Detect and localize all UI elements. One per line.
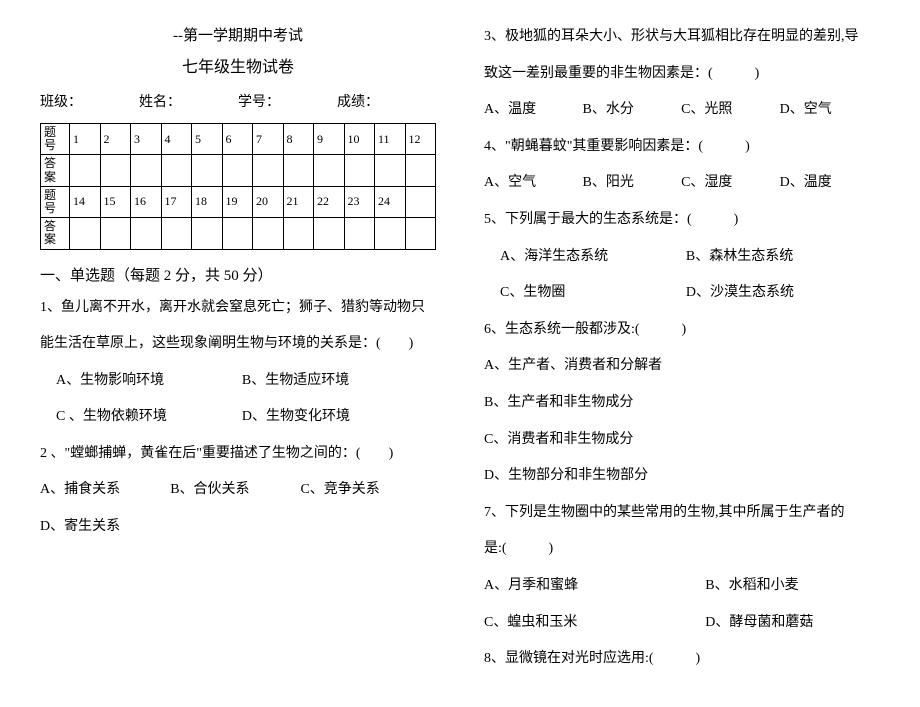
cell: 12	[405, 124, 436, 155]
cell: 15	[100, 186, 131, 217]
q6-optD: D、生物部分和非生物部分	[484, 463, 880, 490]
q1-optD: D、生物变化环境	[242, 404, 350, 431]
q7-optA: A、月季和蜜蜂	[484, 573, 702, 600]
cell: 24	[375, 186, 406, 217]
q5-optD: D、沙漠生态系统	[686, 280, 794, 307]
q2-options-row1: A、捕食关系 B、合伙关系 C、竞争关系	[40, 477, 436, 504]
q6-text: 6、生态系统一般都涉及:( )	[484, 317, 880, 344]
cell: 8	[283, 124, 314, 155]
q3-optA: A、温度	[484, 97, 579, 124]
cell: 22	[314, 186, 345, 217]
cell: 9	[314, 124, 345, 155]
score-label: 成绩：	[337, 91, 436, 111]
row-label: 题号	[41, 124, 70, 155]
q2-optA: A、捕食关系	[40, 477, 167, 504]
cell: 17	[161, 186, 192, 217]
q1-line2: 能生活在草原上，这些现象阐明生物与环境的关系是：( )	[40, 331, 436, 358]
q7-optB: B、水稻和小麦	[705, 578, 798, 593]
q5-options-row1: A、海洋生态系统 B、森林生态系统	[484, 244, 880, 271]
q7-optD: D、酵母菌和蘑菇	[705, 615, 813, 630]
cell: 5	[192, 124, 223, 155]
cell: 4	[161, 124, 192, 155]
q5-optC: C、生物圈	[500, 280, 682, 307]
q2-optD: D、寄生关系	[40, 519, 120, 534]
row-label: 答案	[41, 155, 70, 186]
cell: 18	[192, 186, 223, 217]
q6-optB: B、生产者和非生物成分	[484, 390, 880, 417]
q5-text: 5、下列属于最大的生态系统是：( )	[484, 207, 880, 234]
row-label: 答案	[41, 218, 70, 249]
table-row: 题号 14 15 16 17 18 19 20 21 22 23 24	[41, 186, 436, 217]
q2-options-row2: D、寄生关系	[40, 514, 436, 541]
q3-options: A、温度 B、水分 C、光照 D、空气	[484, 97, 880, 124]
q7-optC: C、蝗虫和玉米	[484, 610, 702, 637]
exam-title-2: 七年级生物试卷	[40, 53, 436, 77]
answer-table: 题号 1 2 3 4 5 6 7 8 9 10 11 12 答案 题号 14	[40, 123, 436, 250]
q5-options-row2: C、生物圈 D、沙漠生态系统	[484, 280, 880, 307]
table-row: 答案	[41, 155, 436, 186]
cell: 14	[70, 186, 101, 217]
q3-optB: B、水分	[583, 97, 678, 124]
q7-options-row1: A、月季和蜜蜂 B、水稻和小麦	[484, 573, 880, 600]
q4-optA: A、空气	[484, 170, 579, 197]
q3-optD: D、空气	[780, 97, 832, 124]
q8-text: 8、显微镜在对光时应选用:( )	[484, 646, 880, 673]
table-row: 题号 1 2 3 4 5 6 7 8 9 10 11 12	[41, 124, 436, 155]
q4-options: A、空气 B、阳光 C、湿度 D、温度	[484, 170, 880, 197]
q6-optC: C、消费者和非生物成分	[484, 427, 880, 454]
exam-title-1: --第一学期期中考试	[40, 24, 436, 45]
q1-line1: 1、鱼儿离不开水，离开水就会窒息死亡；狮子、猎豹等动物只	[40, 295, 436, 322]
q1-options-row1: A、生物影响环境 B、生物适应环境	[40, 368, 436, 395]
q5-optA: A、海洋生态系统	[500, 244, 682, 271]
q4-optD: D、温度	[780, 170, 832, 197]
table-row: 答案	[41, 218, 436, 249]
q3-optC: C、光照	[681, 97, 776, 124]
section-title: 一、单选题（每题 2 分，共 50 分）	[40, 264, 436, 285]
q7-line1: 7、下列是生物圈中的某些常用的生物,其中所属于生产者的	[484, 500, 880, 527]
q5-optB: B、森林生态系统	[686, 244, 793, 271]
q2-text: 2 、"螳螂捕蝉，黄雀在后"重要描述了生物之间的：( )	[40, 441, 436, 468]
q1-optC: C 、生物依赖环境	[56, 404, 238, 431]
row-label: 题号	[41, 186, 70, 217]
student-info-row: 班级： 姓名： 学号： 成绩：	[40, 91, 436, 111]
cell: 1	[70, 124, 101, 155]
class-label: 班级：	[40, 91, 139, 111]
cell: 23	[344, 186, 375, 217]
id-label: 学号：	[238, 91, 337, 111]
q3-line1: 3、极地狐的耳朵大小、形状与大耳狐相比存在明显的差别,导	[484, 24, 880, 51]
q4-text: 4、"朝蝇暮蚊"其重要影响因素是：( )	[484, 134, 880, 161]
q6-optA: A、生产者、消费者和分解者	[484, 353, 880, 380]
q7-options-row2: C、蝗虫和玉米 D、酵母菌和蘑菇	[484, 610, 880, 637]
name-label: 姓名：	[139, 91, 238, 111]
cell: 11	[375, 124, 406, 155]
q3-line2: 致这一差别最重要的非生物因素是：( )	[484, 61, 880, 88]
q7-line2: 是:( )	[484, 536, 880, 563]
cell: 2	[100, 124, 131, 155]
cell: 16	[131, 186, 162, 217]
cell	[405, 186, 436, 217]
cell: 7	[253, 124, 284, 155]
q4-optC: C、湿度	[681, 170, 776, 197]
cell: 21	[283, 186, 314, 217]
cell: 3	[131, 124, 162, 155]
q4-optB: B、阳光	[583, 170, 678, 197]
q2-optB: B、合伙关系	[170, 477, 297, 504]
cell: 6	[222, 124, 253, 155]
q1-optA: A、生物影响环境	[56, 368, 238, 395]
cell: 20	[253, 186, 284, 217]
cell: 10	[344, 124, 375, 155]
q1-options-row2: C 、生物依赖环境 D、生物变化环境	[40, 404, 436, 431]
q1-optB: B、生物适应环境	[242, 368, 349, 395]
cell: 19	[222, 186, 253, 217]
q2-optC: C、竞争关系	[300, 477, 379, 504]
